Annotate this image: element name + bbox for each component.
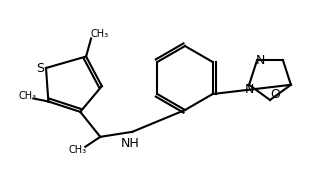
Text: N: N — [256, 54, 265, 67]
Text: CH₃: CH₃ — [90, 28, 108, 38]
Text: NH: NH — [121, 137, 140, 150]
Text: S: S — [36, 62, 44, 75]
Text: CH₃: CH₃ — [18, 91, 36, 101]
Text: O: O — [270, 88, 280, 101]
Text: N: N — [244, 83, 254, 96]
Text: CH₃: CH₃ — [68, 145, 86, 155]
